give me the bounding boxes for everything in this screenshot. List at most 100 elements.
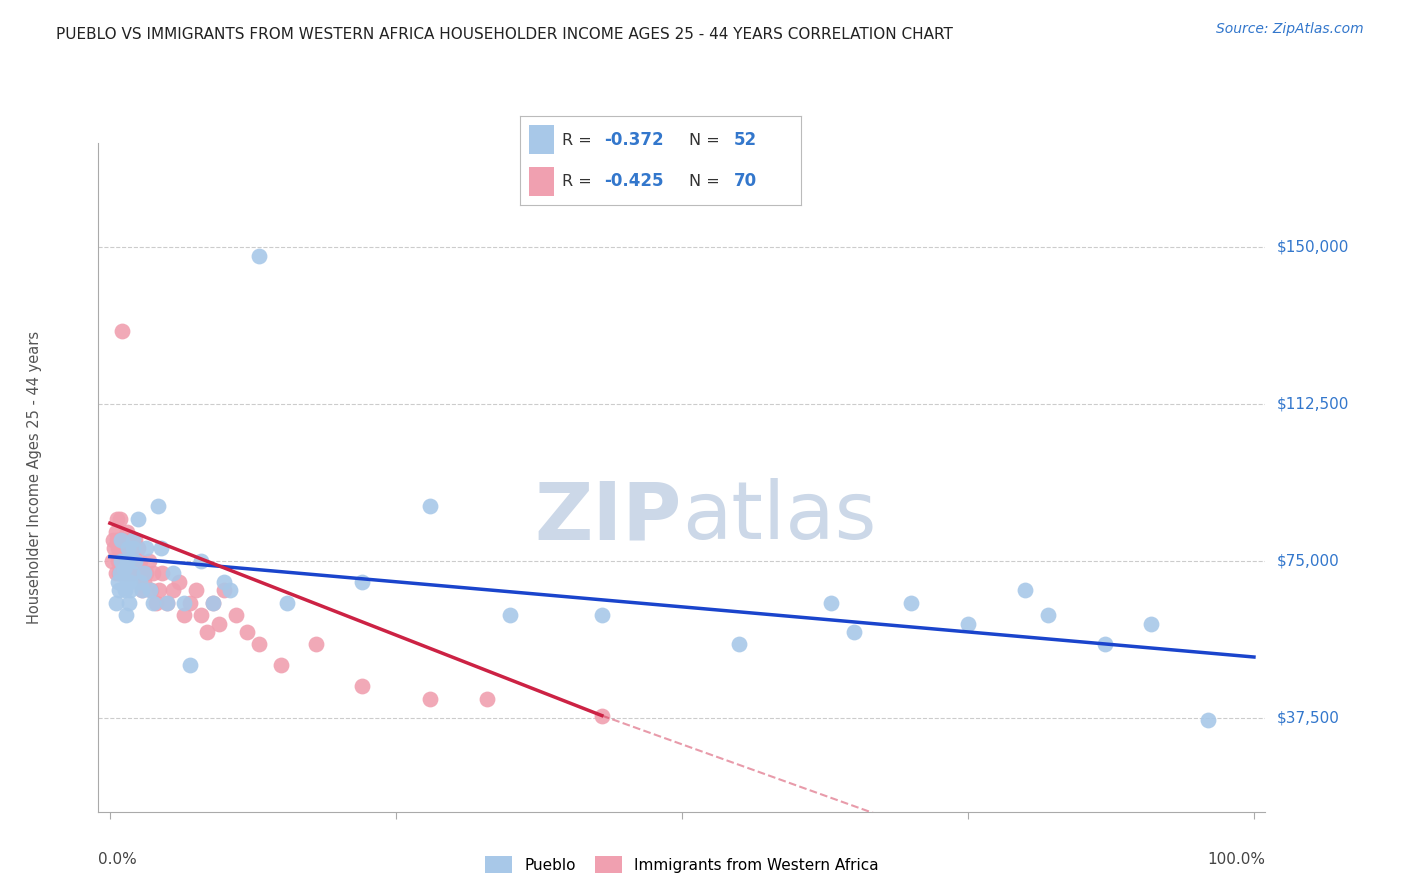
Point — [247, 249, 270, 263]
Point — [236, 624, 259, 639]
Point — [190, 554, 212, 568]
Point — [108, 566, 131, 581]
Text: $37,500: $37,500 — [1277, 710, 1340, 725]
Point — [146, 500, 169, 514]
Point — [120, 583, 142, 598]
Point — [162, 583, 184, 598]
Point — [108, 554, 131, 568]
Point — [145, 596, 167, 610]
Point — [142, 596, 165, 610]
Point — [276, 596, 298, 610]
Text: Householder Income Ages 25 - 44 years: Householder Income Ages 25 - 44 years — [27, 331, 42, 624]
Point — [156, 596, 179, 610]
Point — [121, 533, 143, 547]
Text: -0.372: -0.372 — [605, 131, 664, 149]
Point — [121, 554, 143, 568]
Text: 52: 52 — [734, 131, 756, 149]
Point — [139, 583, 162, 598]
Point — [118, 554, 141, 568]
Point — [128, 574, 150, 589]
Point — [142, 566, 165, 581]
Point — [120, 533, 142, 547]
Text: $150,000: $150,000 — [1277, 240, 1348, 255]
Point — [121, 541, 143, 556]
Point — [173, 596, 195, 610]
Point — [110, 541, 132, 556]
Point — [135, 566, 157, 581]
Point — [107, 574, 129, 589]
Point — [108, 512, 131, 526]
Point — [190, 608, 212, 623]
Point — [179, 658, 201, 673]
Point — [118, 541, 141, 556]
Point — [134, 574, 156, 589]
Text: atlas: atlas — [682, 478, 876, 557]
Point — [900, 596, 922, 610]
Point — [120, 566, 142, 581]
Text: N =: N = — [689, 174, 725, 188]
Point — [107, 554, 129, 568]
Point — [112, 533, 135, 547]
Point — [167, 574, 190, 589]
Point — [104, 596, 127, 610]
Point — [214, 574, 236, 589]
Point — [111, 554, 134, 568]
Point — [499, 608, 522, 623]
Point — [131, 583, 153, 598]
Point — [115, 554, 138, 568]
Point — [121, 566, 143, 581]
Point — [105, 512, 128, 526]
Text: PUEBLO VS IMMIGRANTS FROM WESTERN AFRICA HOUSEHOLDER INCOME AGES 25 - 44 YEARS C: PUEBLO VS IMMIGRANTS FROM WESTERN AFRICA… — [56, 27, 953, 42]
Point — [107, 541, 129, 556]
Legend: Pueblo, Immigrants from Western Africa: Pueblo, Immigrants from Western Africa — [477, 848, 887, 881]
Point — [1036, 608, 1059, 623]
Point — [173, 608, 195, 623]
Point — [138, 554, 160, 568]
Point — [117, 541, 139, 556]
Point — [105, 533, 128, 547]
Point — [219, 583, 242, 598]
Point — [1014, 583, 1036, 598]
Point — [128, 554, 150, 568]
Point — [350, 679, 373, 693]
Point — [115, 524, 138, 539]
Text: R =: R = — [562, 174, 598, 188]
Point — [247, 637, 270, 651]
Point — [121, 533, 143, 547]
Point — [114, 554, 136, 568]
Point — [1197, 713, 1219, 727]
Point — [118, 596, 141, 610]
Point — [103, 541, 125, 556]
Bar — [529, 125, 554, 154]
Point — [139, 583, 162, 598]
Point — [115, 533, 138, 547]
Point — [110, 533, 132, 547]
Point — [104, 524, 127, 539]
Point — [115, 608, 138, 623]
Point — [104, 566, 127, 581]
Point — [115, 574, 138, 589]
Point — [591, 708, 613, 723]
Point — [134, 566, 156, 581]
Point — [101, 554, 124, 568]
Text: R =: R = — [562, 133, 598, 147]
Point — [121, 566, 143, 581]
Text: N =: N = — [689, 133, 725, 147]
Point — [111, 324, 134, 338]
Point — [124, 533, 146, 547]
Point — [115, 541, 138, 556]
Point — [225, 608, 247, 623]
Text: -0.425: -0.425 — [605, 172, 664, 190]
Point — [179, 596, 201, 610]
Point — [201, 596, 224, 610]
Point — [110, 554, 132, 568]
Point — [728, 637, 751, 651]
Text: $112,500: $112,500 — [1277, 397, 1348, 411]
Point — [419, 691, 441, 706]
Point — [112, 541, 135, 556]
Point — [114, 583, 136, 598]
Point — [127, 566, 149, 581]
Point — [131, 583, 153, 598]
Point — [121, 541, 143, 556]
Point — [591, 608, 613, 623]
